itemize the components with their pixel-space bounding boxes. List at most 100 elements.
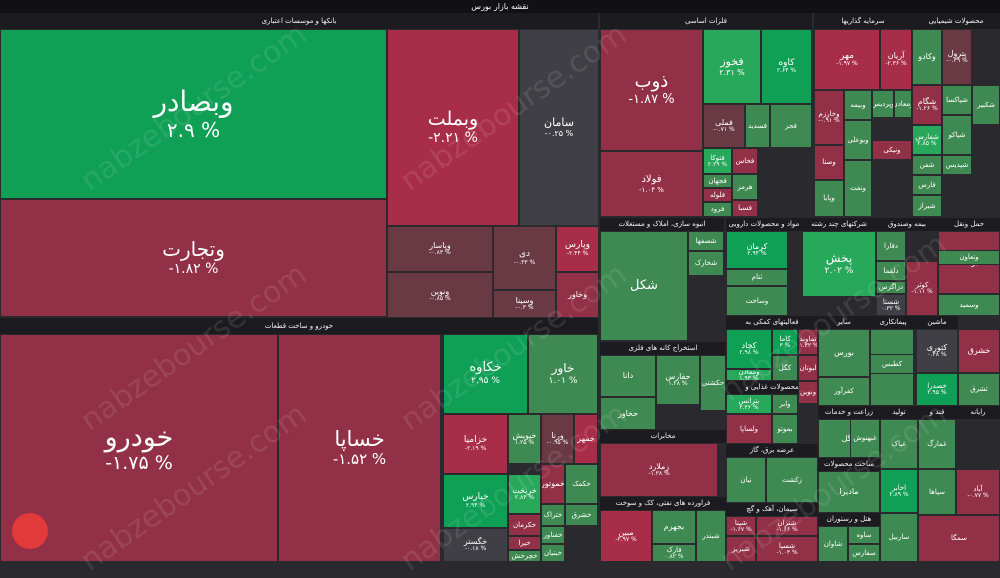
- stock-tile[interactable]: شبریز: [726, 536, 756, 562]
- stock-tile[interactable]: نیان: [726, 457, 766, 503]
- stock-tile[interactable]: خیرا: [508, 536, 541, 550]
- stock-tile[interactable]: دلقما: [876, 261, 906, 281]
- stock-tile[interactable]: شصفها: [688, 231, 724, 251]
- stock-tile[interactable]: کاوه ۲.۶۴ %: [761, 29, 812, 104]
- stock-tile[interactable]: خشرق: [958, 329, 1000, 373]
- stock-tile[interactable]: دزاگرس: [876, 281, 906, 294]
- stock-tile[interactable]: وپردیس: [872, 90, 894, 118]
- stock-tile[interactable]: خگستر -۰.۱۸ %: [443, 528, 508, 562]
- stock-tile[interactable]: ذوب -۱.۸۷ %: [600, 29, 703, 151]
- stock-tile[interactable]: فسبا: [732, 200, 758, 217]
- stock-tile[interactable]: کرمان ۲.۹۴ %: [726, 231, 788, 269]
- stock-tile[interactable]: شپاکسا: [942, 85, 972, 115]
- stock-tile[interactable]: غپاک: [880, 419, 918, 469]
- stock-tile[interactable]: تماوند -۱.۳۲ %: [798, 329, 818, 355]
- stock-tile[interactable]: سمگا: [918, 515, 1000, 562]
- stock-tile[interactable]: فلوله: [703, 188, 732, 202]
- stock-tile[interactable]: پترول -۰.۳۹ %: [942, 29, 972, 85]
- stock-tile[interactable]: خپویش ۱.۲۵ %: [508, 414, 541, 464]
- stock-tile[interactable]: وبملت -۲.۲۱ %: [387, 29, 519, 226]
- stock-tile[interactable]: شکبیر: [972, 85, 1000, 125]
- stock-tile[interactable]: فتوکا ۲.۲۹ %: [703, 148, 732, 174]
- stock-tile[interactable]: خچرخش: [508, 550, 541, 562]
- stock-tile[interactable]: وبیمه: [844, 90, 872, 120]
- stock-tile[interactable]: خپارس ۲.۹۴ %: [443, 474, 508, 528]
- stock-tile[interactable]: ساوه: [848, 526, 880, 544]
- stock-tile[interactable]: آریان -۲.۳۶ %: [880, 29, 912, 90]
- stock-tile[interactable]: خکرمان: [508, 514, 541, 536]
- stock-tile[interactable]: کاما ۳ %: [772, 329, 798, 355]
- stock-tile[interactable]: وخارزم -۰.۹۱ %: [814, 90, 844, 145]
- stock-tile[interactable]: زکشت: [766, 457, 818, 503]
- stock-tile[interactable]: کوثر -۱.۱۱ %: [906, 261, 938, 316]
- stock-tile[interactable]: فارک ۰.۸۲ %: [652, 544, 696, 562]
- stock-tile[interactable]: زملارد -۱.۳۸ %: [600, 443, 718, 497]
- stock-tile[interactable]: ومعادن: [894, 90, 912, 118]
- stock-tile[interactable]: وپاسار -۰.۸۳ %: [387, 226, 493, 272]
- stock-tile[interactable]: سپاها: [918, 469, 956, 515]
- stock-tile[interactable]: فجر: [770, 104, 812, 148]
- stock-tile[interactable]: مهر -۱.۹۷ %: [814, 29, 880, 90]
- stock-tile[interactable]: فولاد -۱.۰۴ %: [600, 151, 703, 217]
- stock-tile[interactable]: ومعادن ۱.۹۳ %: [726, 369, 772, 381]
- stock-tile[interactable]: وصنا: [814, 145, 844, 180]
- stock-tile[interactable]: بترانس ۲.۳۶ %: [726, 394, 772, 414]
- stock-tile[interactable]: دفارا: [876, 231, 906, 261]
- stock-tile[interactable]: ورنا -۰.۹۵ %: [541, 414, 574, 464]
- stock-tile[interactable]: شفن: [912, 155, 942, 175]
- stock-tile[interactable]: کطبس: [870, 354, 914, 374]
- stock-tile[interactable]: ونیکی: [872, 140, 912, 160]
- stock-tile[interactable]: وبوعلی: [844, 120, 872, 160]
- stock-tile[interactable]: وسمید: [938, 294, 1000, 316]
- stock-tile[interactable]: فملی -۰.۷۱ %: [703, 104, 745, 148]
- stock-tile[interactable]: فسدید: [745, 104, 770, 148]
- stock-tile[interactable]: خفناور: [541, 526, 565, 544]
- stock-tile[interactable]: شستا ۰.۳۲ %: [876, 294, 906, 316]
- stock-tile[interactable]: فرود: [703, 202, 732, 217]
- stock-tile[interactable]: شفارس ۲.۸۵ %: [912, 125, 942, 155]
- stock-tile[interactable]: خشرق: [565, 504, 598, 526]
- stock-tile[interactable]: خبنیان: [541, 544, 565, 562]
- stock-tile[interactable]: وابر: [772, 394, 798, 414]
- stock-tile[interactable]: غمارگ: [918, 419, 956, 469]
- stock-tile[interactable]: فارس: [912, 175, 942, 195]
- stock-tile[interactable]: وسینا -۰.۳ %: [493, 290, 556, 318]
- stock-tile[interactable]: شبندر: [696, 510, 726, 562]
- stock-tile[interactable]: خکاوه ۲.۹۵ %: [443, 334, 528, 414]
- stock-tile[interactable]: ولساپا: [726, 414, 772, 444]
- stock-tile[interactable]: کتوری ۰.۴۸ %: [916, 329, 958, 373]
- stock-tile[interactable]: سامان -۰.۲۵ %: [519, 29, 599, 226]
- stock-tile[interactable]: خساپا -۱.۵۲ %: [278, 334, 441, 562]
- stock-tile[interactable]: وپارس -۲.۴۴ %: [556, 226, 599, 272]
- stock-tile[interactable]: شکل: [600, 231, 688, 341]
- stock-tile[interactable]: ثتام: [726, 269, 788, 286]
- stock-tile[interactable]: حفارس ۱.۲۸ %: [656, 355, 700, 405]
- stock-tile[interactable]: وساخت: [726, 286, 788, 316]
- stock-tile[interactable]: وپایا: [814, 180, 844, 217]
- stock-tile[interactable]: ساربیل: [880, 513, 918, 562]
- stock-tile[interactable]: خزامیا -۲.۱۹ %: [443, 414, 508, 474]
- stock-tile[interactable]: ثشرق: [958, 373, 1000, 406]
- stock-tile[interactable]: خمهر: [574, 414, 598, 464]
- stock-tile[interactable]: وبصادر ۲.۹ %: [0, 29, 387, 199]
- stock-tile[interactable]: دانا: [600, 355, 656, 397]
- stock-tile[interactable]: غبهنوش: [850, 419, 880, 458]
- stock-tile[interactable]: کفرآور: [818, 377, 870, 406]
- stock-tile[interactable]: فجهان: [703, 174, 732, 188]
- stock-tile[interactable]: هرمز: [732, 174, 758, 200]
- stock-tile[interactable]: خریخت ۲.۸۳ %: [508, 474, 541, 514]
- stock-tile[interactable]: شگام -۱.۲۶ %: [912, 85, 942, 125]
- stock-tile[interactable]: شپدیس: [942, 155, 972, 175]
- stock-tile[interactable]: کچاد ۲.۹۸ %: [726, 329, 772, 369]
- stock-tile[interactable]: وتجارت -۱.۸۲ %: [0, 199, 387, 317]
- stock-tile[interactable]: خکمک: [565, 464, 598, 504]
- stock-tile[interactable]: وخاور: [556, 272, 599, 318]
- stock-tile[interactable]: لبوتان: [798, 355, 818, 381]
- stock-tile[interactable]: بجهرم: [652, 510, 696, 544]
- stock-tile[interactable]: آباد -۰.۷۷ %: [956, 469, 1000, 515]
- stock-tile[interactable]: شخارک: [688, 251, 724, 276]
- stock-tile[interactable]: شتران -۱.۶۶ %: [756, 516, 818, 536]
- stock-tile[interactable]: شسپا -۱.۰۳ %: [756, 536, 818, 562]
- stock-tile[interactable]: ونفت: [844, 160, 872, 217]
- stock-tile[interactable]: شاوان: [818, 526, 848, 562]
